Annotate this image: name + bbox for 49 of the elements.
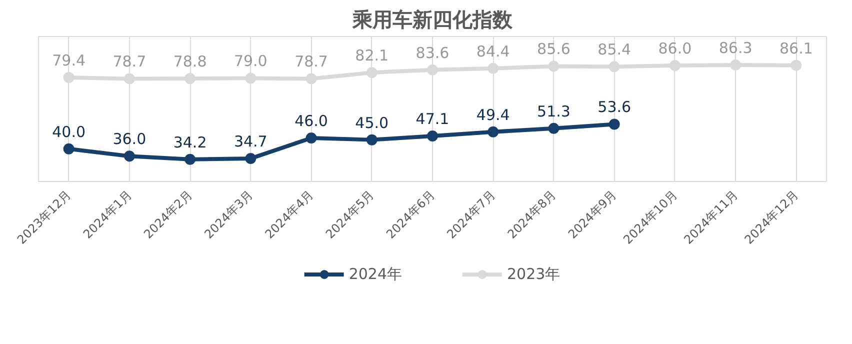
point <box>306 132 317 144</box>
data-label: 82.1 <box>355 46 389 65</box>
point <box>124 150 135 162</box>
legend-label: 2024年 <box>348 264 402 284</box>
data-label: 51.3 <box>537 102 570 120</box>
point <box>488 62 499 74</box>
point <box>245 72 256 84</box>
data-label: 85.6 <box>537 40 570 58</box>
chart-title: 乘用车新四化指数 <box>352 8 514 32</box>
data-label: 40.0 <box>52 122 86 141</box>
data-label: 79.4 <box>52 51 86 70</box>
point <box>184 73 196 84</box>
data-label: 53.6 <box>598 98 632 116</box>
data-label: 83.6 <box>416 44 450 62</box>
data-label: 84.4 <box>476 42 510 60</box>
point <box>366 134 378 146</box>
point <box>790 60 802 71</box>
data-label: 45.0 <box>355 114 389 132</box>
data-label: 36.0 <box>112 130 146 148</box>
data-label: 46.0 <box>294 112 328 130</box>
point <box>306 73 317 84</box>
point <box>245 152 256 164</box>
data-label: 86.1 <box>779 39 813 58</box>
point <box>63 72 74 83</box>
point <box>730 59 742 70</box>
data-label: 78.7 <box>294 52 328 71</box>
point <box>184 154 196 165</box>
data-label: 86.0 <box>658 40 692 58</box>
point <box>366 67 378 78</box>
point <box>608 118 620 130</box>
point <box>124 73 135 84</box>
point <box>669 60 680 71</box>
data-label: 34.2 <box>173 133 207 152</box>
point <box>427 64 438 76</box>
point <box>488 126 499 138</box>
point <box>548 122 560 134</box>
data-label: 79.0 <box>234 52 268 70</box>
data-label: 85.4 <box>598 40 632 59</box>
data-label: 47.1 <box>416 110 450 128</box>
point <box>427 130 438 142</box>
data-label: 34.7 <box>234 132 268 150</box>
point <box>63 143 74 154</box>
legend-label: 2023年 <box>507 264 560 284</box>
data-label: 78.8 <box>173 52 207 71</box>
point <box>548 60 560 72</box>
data-label: 86.3 <box>718 38 752 57</box>
data-label: 78.7 <box>112 52 146 71</box>
point <box>608 61 620 72</box>
data-label: 49.4 <box>476 106 510 124</box>
